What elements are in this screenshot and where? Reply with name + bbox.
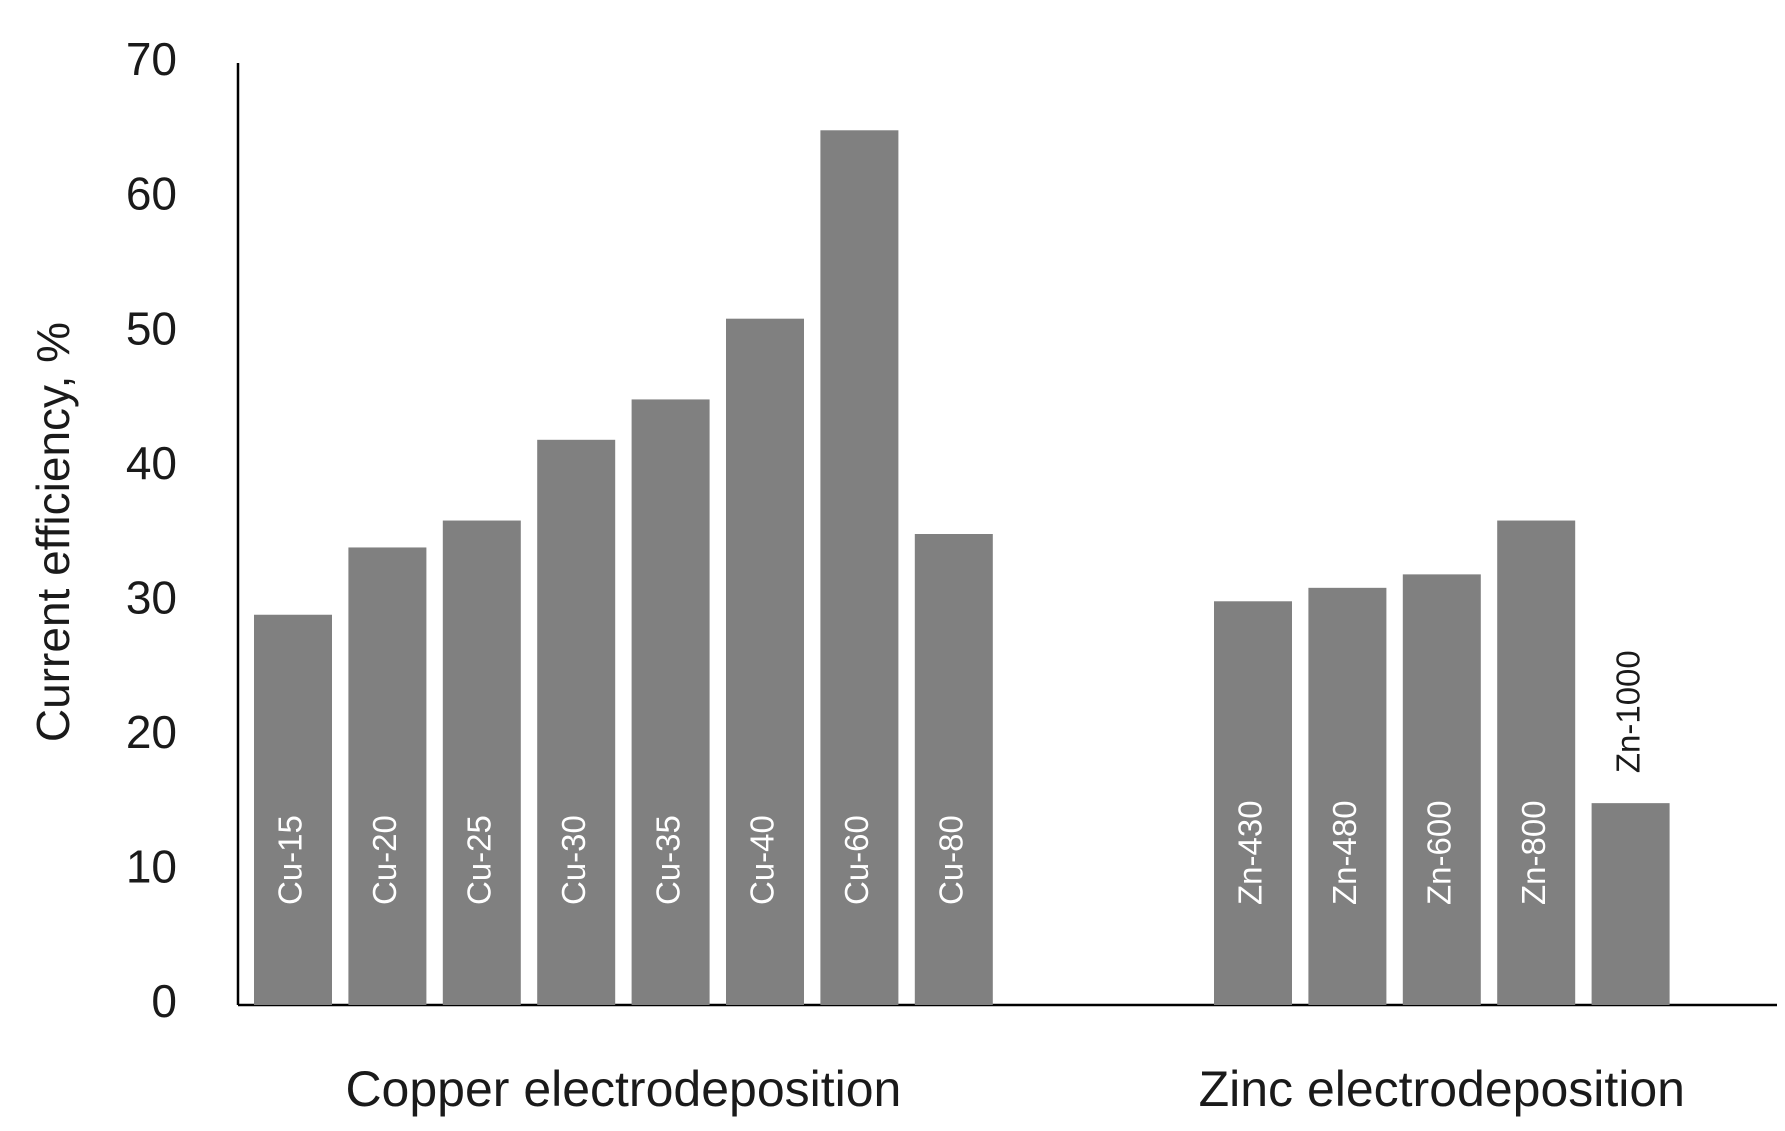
bar bbox=[537, 439, 616, 1005]
bar bbox=[348, 547, 427, 1005]
group-label: Zinc electrodeposition bbox=[1199, 1061, 1685, 1117]
y-tick-label: 50 bbox=[126, 302, 177, 354]
y-tick-label: 40 bbox=[126, 437, 177, 489]
bar-label: Cu-25 bbox=[461, 815, 498, 905]
bar bbox=[1591, 803, 1670, 1005]
bar bbox=[1214, 601, 1292, 1005]
bar bbox=[254, 614, 332, 1005]
bar bbox=[1308, 587, 1387, 1005]
y-tick-label: 30 bbox=[126, 571, 177, 623]
bar-label: Zn-600 bbox=[1421, 800, 1458, 905]
y-tick-label: 60 bbox=[126, 168, 177, 220]
bar-label: Cu-40 bbox=[744, 815, 781, 905]
bar-label: Zn-800 bbox=[1515, 800, 1552, 905]
bar bbox=[1497, 520, 1576, 1005]
bar-label: Cu-30 bbox=[555, 815, 592, 905]
bar-label: Zn-430 bbox=[1232, 800, 1269, 905]
y-tick-label: 70 bbox=[126, 33, 177, 85]
y-axis-title: Current efficiency, % bbox=[27, 322, 79, 742]
y-tick-label: 0 bbox=[151, 975, 177, 1027]
bar-label: Cu-60 bbox=[838, 815, 875, 905]
bar bbox=[726, 318, 804, 1006]
bar-label: Zn-1000 bbox=[1609, 650, 1646, 773]
bar-label: Cu-35 bbox=[649, 815, 686, 905]
bar-label: Cu-20 bbox=[366, 815, 403, 905]
bar bbox=[631, 399, 710, 1005]
bar-label: Zn-480 bbox=[1326, 800, 1363, 905]
bar-label: Cu-80 bbox=[933, 815, 970, 905]
y-tick-label: 10 bbox=[126, 841, 177, 893]
bar bbox=[442, 520, 521, 1005]
bar bbox=[914, 534, 993, 1005]
bar bbox=[820, 130, 899, 1006]
bar-label: Cu-15 bbox=[272, 815, 309, 905]
group-label: Copper electrodeposition bbox=[345, 1061, 901, 1117]
bar bbox=[1402, 574, 1481, 1005]
y-tick-label: 20 bbox=[126, 706, 177, 758]
